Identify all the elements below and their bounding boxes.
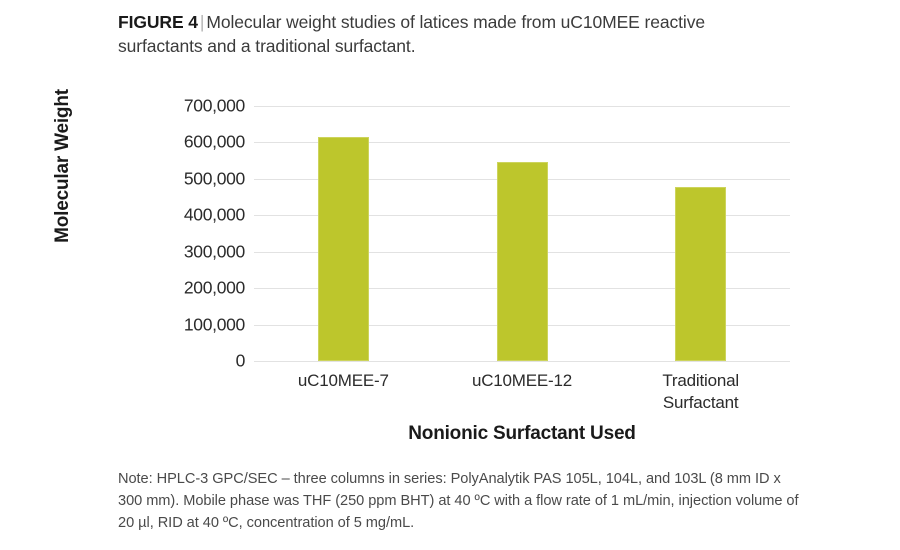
gridline bbox=[254, 142, 790, 144]
bar[interactable] bbox=[317, 136, 369, 361]
y-axis-tick-label: 700,000 bbox=[183, 95, 245, 116]
y-axis-tick-label: 0 bbox=[235, 350, 246, 371]
bar[interactable] bbox=[496, 162, 548, 361]
x-axis-title: Nonionic Surfactant Used bbox=[408, 423, 636, 444]
y-axis-tick-label: 500,000 bbox=[183, 168, 245, 189]
figure-separator: | bbox=[199, 12, 205, 32]
plot-area: 700,000 600,000 500,000 400,000 300,000 200,0… bbox=[184, 96, 790, 412]
y-axis-tick-label: 400,000 bbox=[183, 204, 245, 225]
gridline bbox=[254, 361, 790, 362]
figure-label: FIGURE 4 bbox=[118, 12, 198, 32]
gridline bbox=[254, 106, 790, 107]
y-axis-tick-label: 300,000 bbox=[183, 241, 245, 262]
x-axis-tick-label: uC10MEE-12 bbox=[471, 371, 573, 390]
footnote: Note: HPLC-3 GPC/SEC – three columns in … bbox=[118, 471, 799, 532]
figure-caption-text: Molecular weight studies of latices made… bbox=[118, 12, 705, 57]
x-axis-tick-label: Traditional Surfactant bbox=[662, 371, 739, 413]
y-axis-tick-label: 200,000 bbox=[183, 277, 245, 298]
y-axis-tick-label: 600,000 bbox=[183, 131, 245, 152]
y-axis-tick-label: 100,000 bbox=[183, 314, 245, 335]
y-axis-title: Molecular Weight bbox=[52, 89, 73, 243]
x-axis-tick-label: uC10MEE-7 bbox=[297, 371, 389, 390]
figure-caption: FIGURE 4 | Molecular weight studies of lat… bbox=[118, 10, 778, 58]
bar[interactable] bbox=[675, 186, 727, 361]
